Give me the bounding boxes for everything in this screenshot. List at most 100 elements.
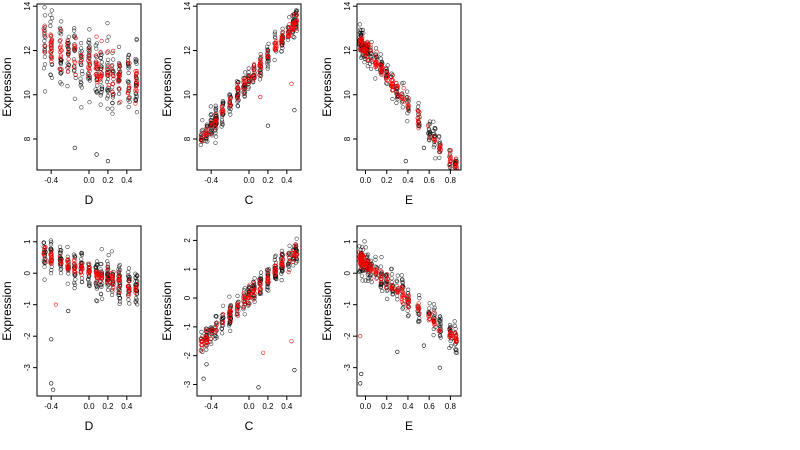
point-fitted <box>48 40 53 45</box>
y-axis-label: Expression <box>0 281 14 340</box>
point-fitted <box>105 49 111 54</box>
point-observed <box>235 293 240 299</box>
point-observed <box>399 273 404 278</box>
point-fitted <box>86 261 92 266</box>
point-observed <box>389 74 394 80</box>
point-observed <box>41 66 47 71</box>
point-fitted <box>204 134 209 139</box>
point-fitted <box>390 88 395 93</box>
point-observed <box>49 264 54 269</box>
point-observed <box>453 171 457 175</box>
point-observed <box>427 136 432 141</box>
point-fitted <box>384 285 389 290</box>
point-fitted <box>134 72 139 77</box>
point-fitted <box>78 59 83 64</box>
point-observed-outlier <box>201 376 206 381</box>
y-tick-label: 1 <box>23 239 32 244</box>
point-observed <box>87 100 92 105</box>
point-observed <box>105 96 110 101</box>
point-fitted <box>214 321 219 326</box>
point-fitted <box>373 64 378 70</box>
point-fitted <box>65 265 70 270</box>
point-observed <box>242 312 247 317</box>
point-observed <box>228 303 233 309</box>
point-fitted <box>105 278 110 283</box>
point-fitted <box>368 269 373 274</box>
point-observed <box>116 267 121 272</box>
point-observed <box>417 293 422 298</box>
point-observed <box>110 106 115 111</box>
point-observed <box>293 242 298 247</box>
point-fitted <box>94 74 99 79</box>
x-tick-label: -0.4 <box>204 402 218 411</box>
point-fitted-outlier <box>261 350 266 355</box>
point-observed <box>438 335 443 340</box>
point-fitted <box>135 88 140 93</box>
point-fitted-outlier <box>289 81 294 86</box>
point-fitted <box>133 290 138 295</box>
point-fitted <box>134 82 140 87</box>
point-observed <box>133 59 138 64</box>
y-tick-label: 0 <box>183 295 192 300</box>
point-fitted <box>65 260 70 265</box>
point-observed <box>200 118 205 123</box>
point-observed <box>86 37 92 43</box>
y-tick-label: 14 <box>183 1 192 10</box>
point-fitted <box>213 118 218 123</box>
point-fitted <box>426 313 431 319</box>
point-fitted <box>359 37 364 43</box>
point-fitted <box>48 49 53 54</box>
point-fitted <box>432 322 437 327</box>
point-fitted <box>42 245 48 250</box>
point-fitted <box>199 342 204 348</box>
point-fitted <box>94 61 100 66</box>
point-fitted <box>87 59 92 65</box>
point-observed <box>287 15 292 20</box>
point-observed <box>73 75 78 80</box>
point-fitted <box>241 84 246 90</box>
point-observed <box>264 287 270 292</box>
point-fitted <box>134 79 139 84</box>
point-observed <box>294 247 299 252</box>
point-fitted <box>94 271 99 276</box>
point-fitted <box>373 54 378 59</box>
point-observed <box>360 247 366 252</box>
point-observed-outlier <box>358 381 363 386</box>
point-fitted <box>116 73 122 78</box>
x-axis-label: E <box>405 419 413 433</box>
point-fitted <box>426 123 431 128</box>
point-fitted <box>116 278 121 283</box>
point-observed <box>126 79 131 85</box>
point-fitted <box>203 132 208 137</box>
point-observed <box>265 66 270 71</box>
point-fitted <box>415 303 420 308</box>
point-observed <box>359 55 364 60</box>
point-observed <box>42 264 47 269</box>
point-fitted-outlier <box>258 94 263 100</box>
point-observed <box>272 257 277 263</box>
point-fitted <box>380 273 385 278</box>
point-fitted <box>286 29 291 34</box>
point-fitted <box>265 49 271 54</box>
point-fitted <box>399 297 405 302</box>
point-observed <box>219 121 225 126</box>
point-observed <box>428 131 433 136</box>
point-observed <box>80 71 85 77</box>
point-observed <box>431 145 436 150</box>
point-fitted <box>417 311 422 316</box>
point-observed <box>98 55 103 61</box>
point-fitted <box>406 294 411 299</box>
point-observed <box>42 38 47 44</box>
point-observed <box>228 328 233 334</box>
point-fitted <box>72 261 77 266</box>
point-observed <box>42 47 47 52</box>
point-observed <box>105 88 110 93</box>
point-observed <box>405 308 410 313</box>
point-observed <box>105 277 110 282</box>
point-observed <box>405 99 410 105</box>
point-fitted <box>400 288 405 293</box>
point-fitted <box>427 135 432 140</box>
point-fitted <box>394 80 399 86</box>
point-fitted <box>78 58 84 64</box>
point-observed <box>48 271 54 276</box>
